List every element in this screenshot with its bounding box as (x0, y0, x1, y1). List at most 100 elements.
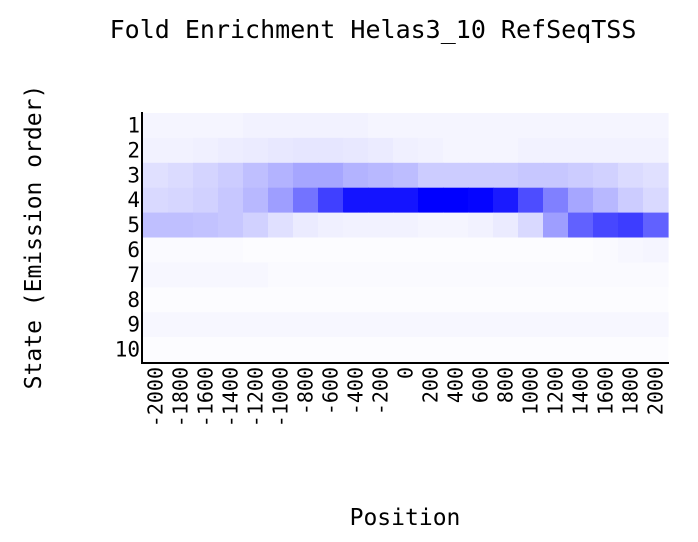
y-tick-label: 2 (127, 138, 140, 162)
heatmap-cell (318, 113, 344, 139)
heatmap-cell (468, 113, 494, 139)
heatmap-cell (468, 287, 494, 313)
heatmap-cell (418, 337, 444, 363)
heatmap-cell (443, 287, 469, 313)
x-tick-label: 200 (419, 367, 443, 403)
heatmap-cell (218, 212, 244, 239)
heatmap-cell (643, 312, 669, 338)
heatmap-cell (493, 187, 519, 214)
heatmap-cell (243, 212, 269, 239)
y-tick-label: 4 (127, 188, 140, 212)
heatmap-cell (293, 212, 319, 239)
heatmap-cell (568, 113, 594, 139)
heatmap-cell (318, 162, 344, 189)
heatmap-cell (568, 187, 594, 214)
heatmap-cell (543, 337, 569, 363)
heatmap-cell (643, 187, 669, 214)
heatmap-cell (293, 137, 319, 164)
heatmap-cell (618, 113, 644, 139)
heatmap-cell (368, 137, 394, 164)
heatmap-cell (193, 212, 219, 239)
heatmap-cell (343, 162, 369, 189)
heatmap-cell (343, 113, 369, 139)
heatmap-cell (468, 337, 494, 363)
heatmap-cell (343, 337, 369, 363)
heatmap-cell (618, 187, 644, 214)
heatmap-cell (193, 262, 219, 288)
heatmap-cell (243, 312, 269, 338)
heatmap-cell (618, 287, 644, 313)
heatmap-cell (568, 337, 594, 363)
heatmap-cell (593, 312, 619, 338)
heatmap-cell (443, 162, 469, 189)
heatmap-cell (568, 262, 594, 288)
heatmap-cell (268, 162, 294, 189)
heatmap-cell (168, 212, 194, 239)
heatmap-cell (393, 262, 419, 288)
heatmap-cell (568, 212, 594, 239)
heatmap-cell (268, 312, 294, 338)
heatmap-cell (593, 287, 619, 313)
heatmap-cell (218, 137, 244, 164)
heatmap-cell (618, 212, 644, 239)
heatmap-cell (168, 162, 194, 189)
heatmap-cell (318, 287, 344, 313)
heatmap-cell (468, 312, 494, 338)
heatmap-cell (418, 162, 444, 189)
heatmap-cell (518, 212, 544, 239)
heatmap-cell (568, 287, 594, 313)
heatmap-cell (493, 212, 519, 239)
heatmap-cell (543, 187, 569, 214)
heatmap-cell (193, 187, 219, 214)
heatmap-cell (293, 162, 319, 189)
heatmap-cell (318, 312, 344, 338)
heatmap-cell (393, 312, 419, 338)
heatmap-cell (318, 137, 344, 164)
heatmap-cell (593, 162, 619, 189)
heatmap-cell (393, 162, 419, 189)
heatmap-cell (543, 237, 569, 263)
heatmap-cell (168, 113, 194, 139)
heatmap-cell (218, 262, 244, 288)
heatmap-cell (593, 113, 619, 139)
heatmap-cell (518, 337, 544, 363)
heatmap-cell (493, 137, 519, 164)
heatmap-cell (493, 337, 519, 363)
heatmap-cell (443, 187, 469, 214)
heatmap-cell (518, 113, 544, 139)
heatmap-cell (268, 113, 294, 139)
heatmap-cell (293, 113, 319, 139)
heatmap-cell (268, 212, 294, 239)
heatmap-cell (393, 137, 419, 164)
x-axis-label: Position (350, 505, 461, 531)
heatmap-cell (493, 287, 519, 313)
heatmap-cell (143, 137, 169, 164)
heatmap-cell (243, 113, 269, 139)
y-tick-label: 8 (127, 288, 140, 312)
x-tick-label: -600 (319, 367, 343, 415)
heatmap-cell (643, 212, 669, 239)
heatmap-cell (368, 287, 394, 313)
x-tick-label: 0 (394, 367, 418, 379)
heatmap-cell (493, 237, 519, 263)
heatmap-cell (243, 287, 269, 313)
x-tick-label: -1400 (219, 367, 243, 427)
heatmap-cell (343, 137, 369, 164)
heatmap-cell (243, 237, 269, 263)
heatmap-cell (343, 187, 369, 214)
heatmap-cell (493, 162, 519, 189)
heatmap-cell (193, 137, 219, 164)
heatmap-cell (268, 237, 294, 263)
heatmap-cell (268, 287, 294, 313)
heatmap-cell (593, 337, 619, 363)
heatmap-cell (343, 237, 369, 263)
heatmap-cell (318, 262, 344, 288)
heatmap-cell (543, 262, 569, 288)
heatmap-cell (593, 187, 619, 214)
heatmap-cell (643, 137, 669, 164)
x-tick-label: 800 (494, 367, 518, 403)
heatmap-cell (268, 262, 294, 288)
heatmap-cell (343, 262, 369, 288)
